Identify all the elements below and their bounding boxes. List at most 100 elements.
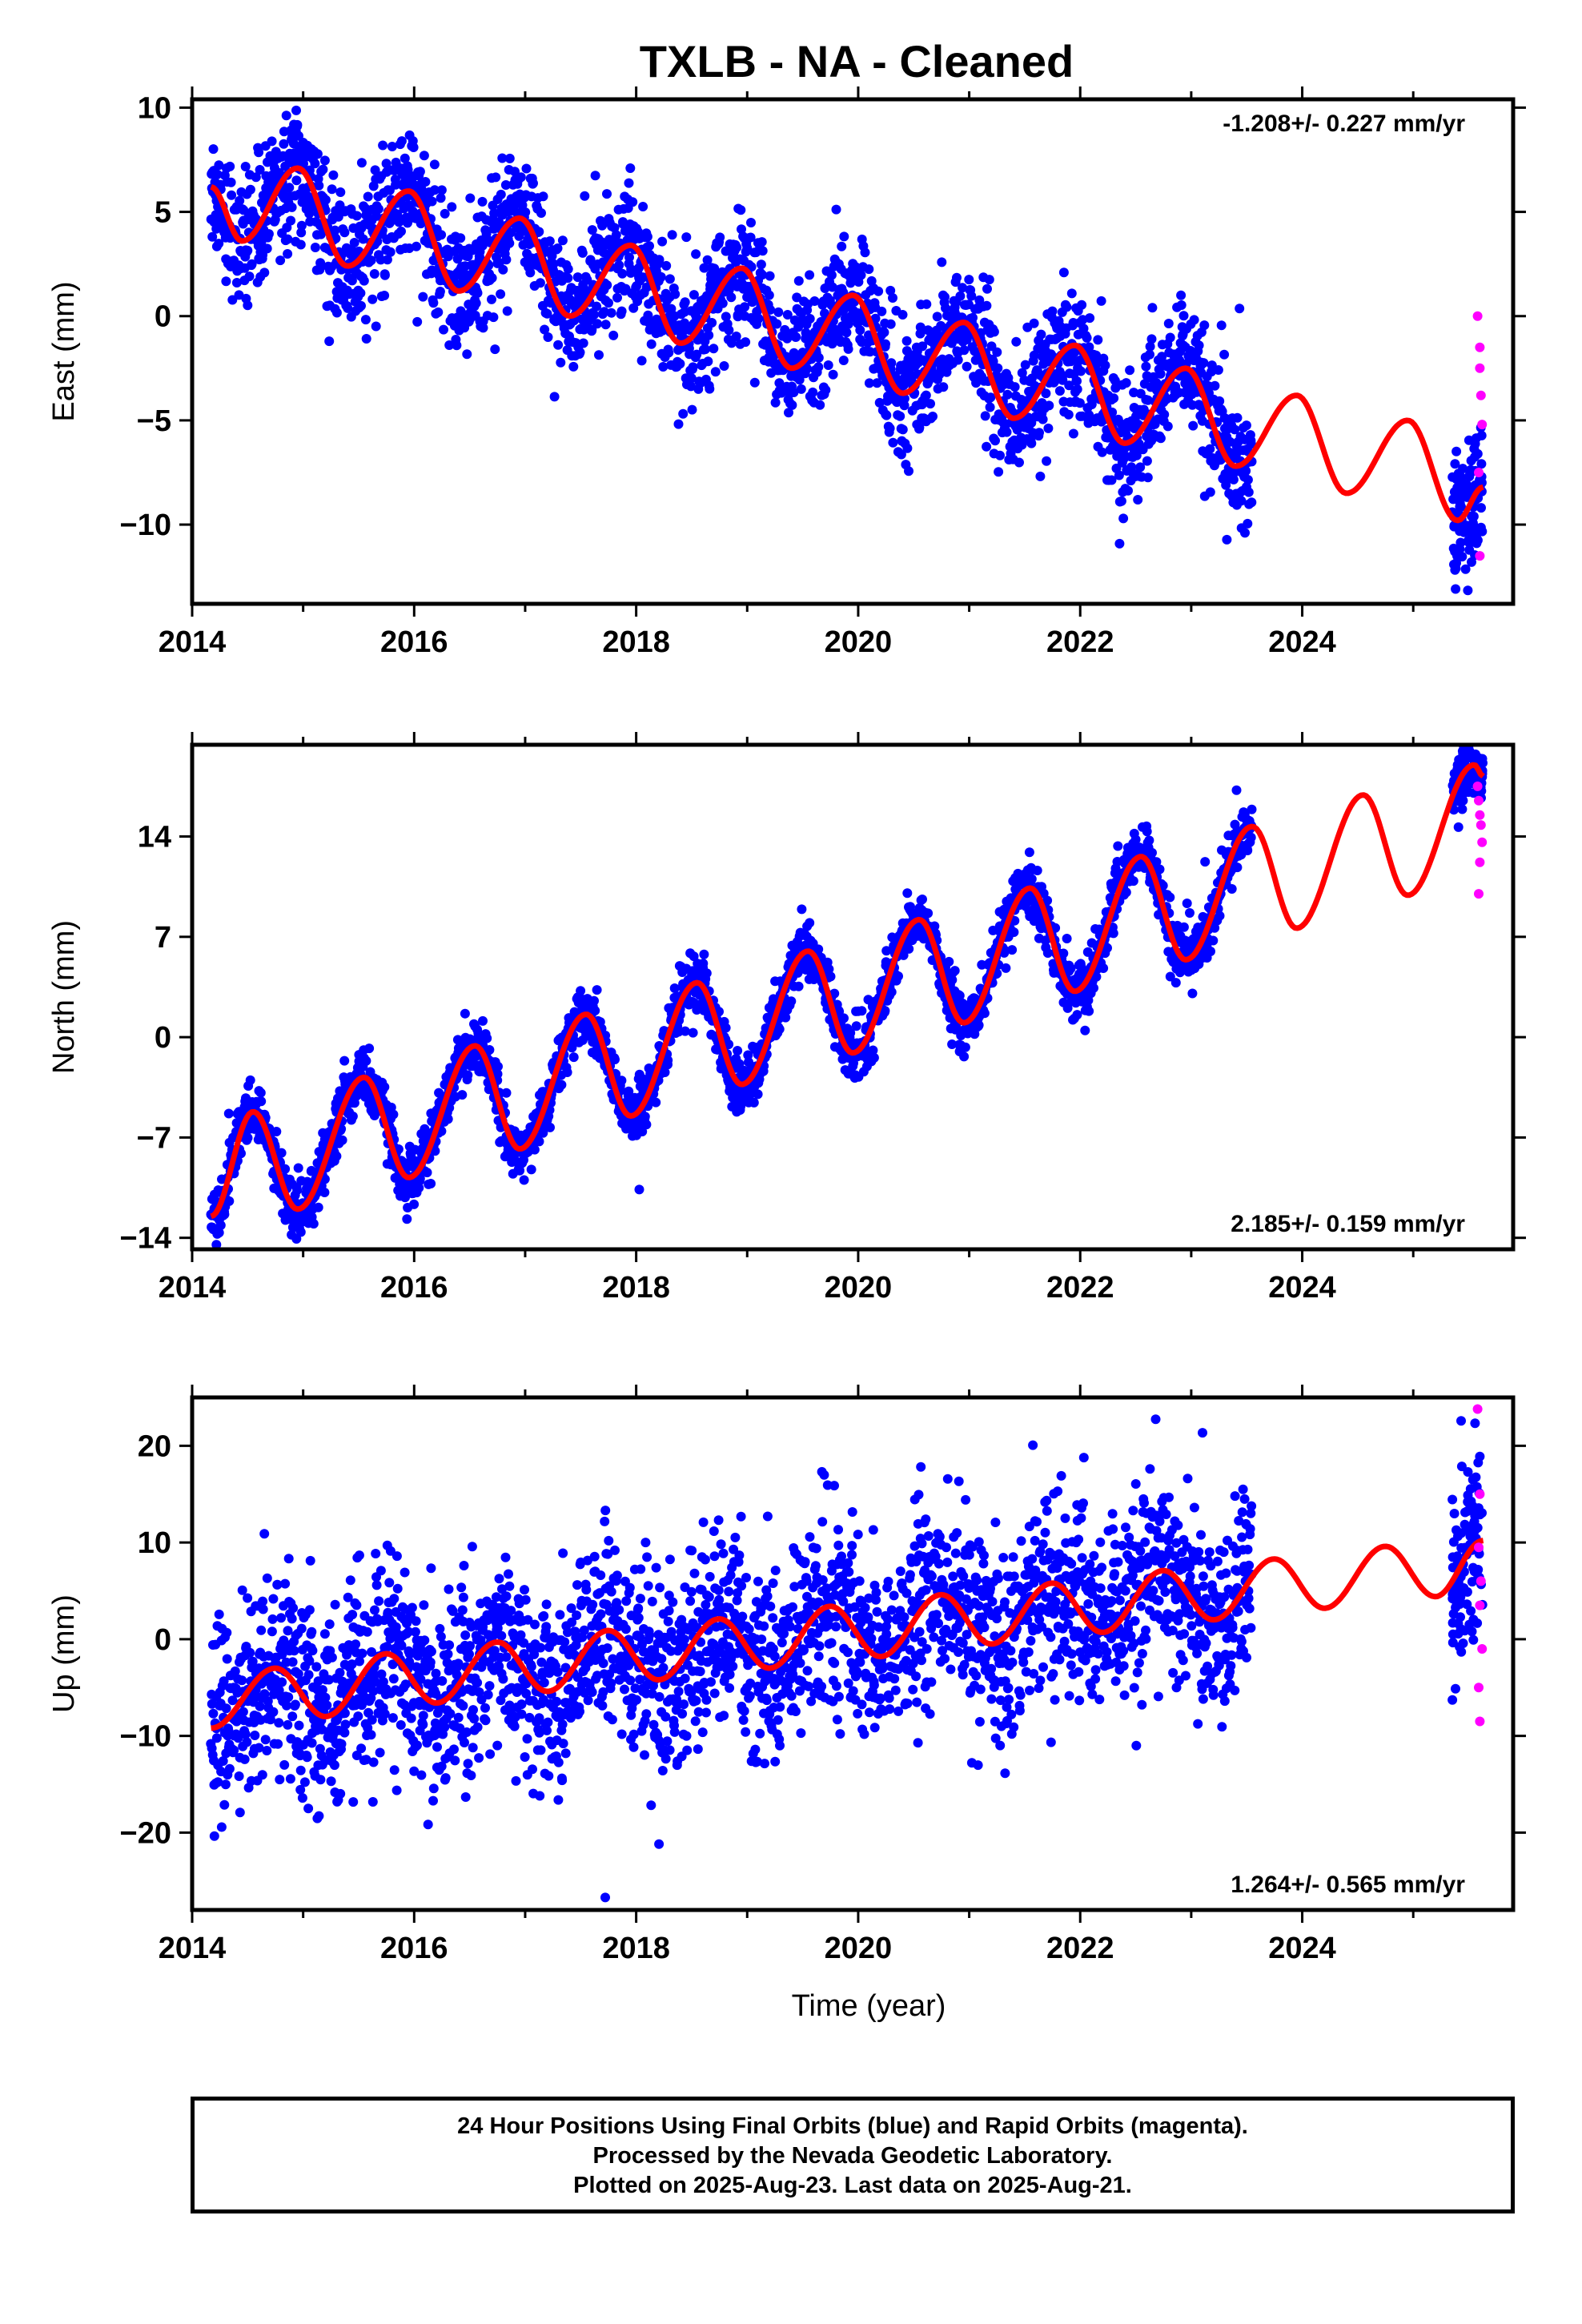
data-point [1131, 450, 1142, 460]
data-point [726, 338, 737, 348]
data-point [556, 1080, 567, 1090]
data-point [701, 344, 710, 355]
data-point [1141, 361, 1151, 372]
data-point [962, 361, 972, 372]
data-point [402, 1214, 412, 1224]
data-point [731, 332, 741, 341]
data-point [989, 327, 999, 337]
data-point [563, 273, 573, 283]
data-point [857, 1006, 867, 1016]
data-point [588, 310, 599, 320]
data-point [796, 384, 806, 394]
data-point [1066, 963, 1076, 974]
data-point [538, 191, 548, 202]
data-point [1450, 459, 1460, 469]
data-point [1228, 474, 1239, 485]
data-point [784, 408, 793, 418]
data-point [589, 995, 599, 1006]
data-point [544, 236, 555, 247]
data-point [864, 378, 874, 388]
data-point [1178, 311, 1189, 321]
data-point [780, 324, 790, 335]
data-point [1452, 446, 1462, 456]
data-point [534, 227, 544, 237]
data-point [928, 412, 938, 421]
data-point [1240, 528, 1250, 538]
data-point [1072, 376, 1082, 386]
data-point [1142, 395, 1153, 405]
data-point [319, 155, 330, 166]
data-point [415, 167, 425, 177]
data-point [813, 352, 824, 363]
data-point [310, 243, 320, 252]
data-point [556, 357, 566, 368]
y-tick-label: 5 [155, 196, 171, 230]
data-point [953, 355, 963, 365]
data-point [435, 287, 445, 296]
data-point [602, 280, 612, 290]
data-point [792, 292, 802, 303]
data-point [606, 308, 616, 318]
rapid-point [1475, 551, 1485, 561]
data-point [680, 297, 690, 308]
data-point [1114, 470, 1124, 480]
data-point [351, 211, 362, 221]
data-point [721, 1023, 731, 1033]
data-point [1082, 332, 1092, 343]
data-point [235, 195, 245, 206]
data-point [484, 1045, 495, 1055]
data-point [823, 360, 833, 370]
data-point [427, 196, 437, 207]
data-point [726, 292, 737, 303]
data-point [746, 218, 756, 227]
data-point [214, 239, 224, 249]
plot-area [206, 745, 1488, 1249]
data-point [1236, 496, 1247, 506]
data-point [773, 307, 784, 317]
data-point [1210, 380, 1220, 391]
data-point [1084, 410, 1094, 420]
data-point [525, 267, 536, 278]
data-point [600, 320, 611, 330]
data-point [828, 369, 838, 380]
data-point [356, 158, 367, 168]
data-point [974, 1020, 984, 1031]
data-point [1470, 452, 1480, 462]
data-point [1243, 518, 1253, 529]
data-point [678, 408, 689, 419]
data-point [1146, 334, 1157, 344]
data-point [214, 1228, 224, 1238]
data-point [1001, 963, 1011, 973]
data-point [1458, 491, 1468, 501]
data-point [428, 298, 439, 308]
data-point [874, 397, 885, 408]
data-point [408, 206, 418, 216]
data-point [275, 255, 286, 266]
data-point [221, 276, 231, 287]
data-point [881, 339, 890, 349]
data-point [770, 397, 781, 408]
data-point [208, 144, 219, 155]
data-point [802, 364, 813, 374]
data-point [1118, 513, 1129, 524]
data-point [841, 328, 852, 338]
data-point [610, 1055, 620, 1064]
data-point [1162, 421, 1173, 432]
data-point [378, 140, 388, 151]
data-point [477, 196, 488, 207]
data-point [592, 301, 602, 312]
data-point [388, 1109, 399, 1120]
data-point [360, 315, 371, 325]
data-point [886, 358, 897, 368]
data-point [337, 1135, 347, 1145]
data-point [430, 185, 440, 195]
data-point [703, 356, 713, 367]
data-point [782, 310, 793, 320]
data-point [964, 275, 974, 285]
data-point [1047, 306, 1058, 316]
x-tick-label: 2014 [159, 625, 227, 659]
data-point [656, 271, 666, 282]
data-point [897, 310, 908, 320]
data-point [719, 361, 729, 371]
data-point [433, 307, 444, 317]
